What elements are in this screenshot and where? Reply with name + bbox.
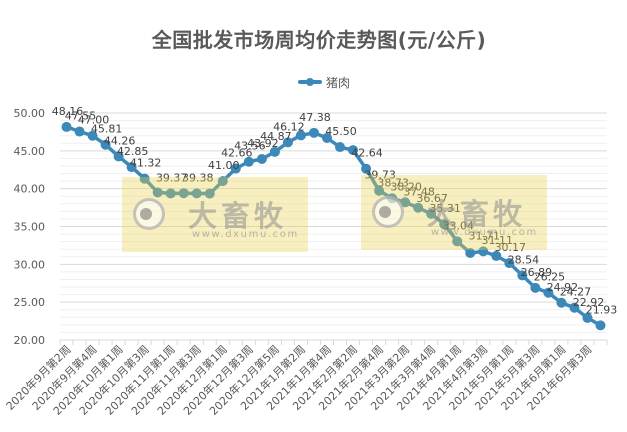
data-label: 44.87 [260,130,292,143]
data-point-marker [361,163,372,174]
data-label: 48.16 [52,105,84,118]
data-label: 41.00 [208,159,240,172]
data-point-marker [256,154,267,165]
data-point-marker [269,146,280,157]
data-point-marker [243,156,254,167]
data-point-marker [348,145,359,156]
data-point-marker [530,282,541,293]
data-label: 38.73 [377,176,409,189]
data-point-marker [152,187,163,198]
data-point-marker [595,320,606,331]
legend: 猪肉 [298,74,350,90]
data-label: 26.89 [521,266,553,279]
y-axis-tick-label: 45.00 [14,145,46,158]
data-point-marker [374,185,385,196]
data-label: 42.85 [117,145,149,158]
data-label: 42.66 [221,147,253,160]
data-label: 45.50 [325,125,357,138]
chart-title: 全国批发市场周均价走势图(元/公斤) [151,28,487,52]
y-axis-tick-label: 30.00 [14,258,46,271]
data-label: 38.20 [390,180,422,193]
legend-line-marker-icon [298,74,322,90]
data-label: 44.26 [104,134,136,147]
watermark-logo-icon [133,198,165,230]
y-axis-tick-label: 35.00 [14,221,46,234]
y-axis-tick-label: 40.00 [14,183,46,196]
data-point-marker [335,142,346,153]
data-point-marker [282,137,293,148]
y-axis-tick-label: 25.00 [14,296,46,309]
watermark-logo-dot [379,206,391,218]
data-label: 42.64 [351,147,383,160]
watermark-url: www.dxumu.com [431,227,538,238]
data-point-marker [295,130,306,141]
data-label: 31.11 [482,234,514,247]
data-point-marker [491,250,502,261]
data-point-marker [191,188,202,199]
legend-label: 猪肉 [326,75,351,90]
data-point-marker [478,246,489,257]
data-point-marker [504,258,515,269]
data-point-marker [126,162,137,173]
data-point-marker [582,312,593,323]
data-label: 41.32 [130,157,162,170]
data-point-marker [230,163,241,174]
data-point-marker [517,270,528,281]
data-label: 39.37 [156,171,188,184]
data-point-marker [439,219,450,230]
data-point-marker [308,127,319,138]
data-point-marker [139,173,150,184]
data-point-marker [569,302,580,313]
data-label: 43.92 [247,137,279,150]
watermark: 大畜牧 www.dxumu.com [361,175,547,250]
data-label: 39.73 [364,169,396,182]
y-axis-tick-label: 20.00 [14,334,46,347]
data-label: 22.92 [573,296,605,309]
legend-dot [306,78,314,86]
watermark-logo-dot [140,208,152,220]
data-label: 47.55 [65,110,97,123]
watermark-url: www.dxumu.com [192,229,299,240]
data-label: 46.12 [273,120,305,133]
watermark-logo-icon [372,196,404,228]
data-label: 43.56 [234,140,266,153]
data-point-marker [74,126,85,137]
data-label: 26.25 [534,271,566,284]
data-label: 45.81 [91,123,123,136]
data-point-marker [543,287,554,298]
data-label: 28.54 [508,253,540,266]
data-label: 39.38 [182,171,214,184]
data-point-marker [217,176,228,187]
watermark-brand: 大畜牧 [427,197,527,231]
watermark: 大畜牧 www.dxumu.com [122,177,308,252]
data-point-marker [113,151,124,162]
data-label: 33.04 [442,219,474,232]
data-point-marker [100,139,111,150]
data-point-marker [204,188,215,199]
data-label: 47.00 [78,114,110,127]
data-point-marker [178,188,189,199]
data-label: 21.93 [586,303,618,316]
data-point-marker [452,236,463,247]
data-point-marker [87,130,98,141]
data-label: 37.48 [403,186,435,199]
data-label: 36.67 [416,192,448,205]
watermark-brand: 大畜牧 [188,199,288,233]
data-point-marker [321,132,332,143]
y-axis-tick-label: 50.00 [14,107,46,120]
data-point-marker [556,297,567,308]
data-label: 47.38 [299,111,331,124]
data-point-marker [413,202,424,213]
data-label: 24.27 [560,286,592,299]
data-label: 30.17 [495,241,527,254]
data-label: 31.71 [469,229,501,242]
data-point-marker [465,247,476,258]
data-point-marker [426,208,437,219]
data-label: 24.92 [547,281,579,294]
data-point-marker [165,188,176,199]
data-point-marker [61,121,72,132]
data-label: 35.31 [429,202,461,215]
